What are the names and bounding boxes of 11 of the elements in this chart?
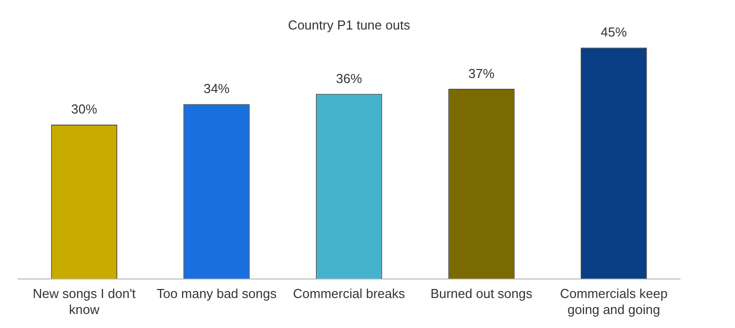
data-label: 30% <box>71 102 98 117</box>
data-label: 34% <box>204 81 230 96</box>
x-tick-label: Commercial breaks <box>293 286 406 302</box>
x-tick-label: Burned out songs <box>430 286 533 302</box>
x-tick-label: Too many bad songs <box>156 286 278 302</box>
data-label: 36% <box>336 70 362 86</box>
data-label: 45% <box>600 24 628 40</box>
x-tick-label: New songs I don't know <box>32 286 136 317</box>
x-tick-label: Commercials keep going and going <box>560 286 668 317</box>
data-label: 37% <box>468 66 495 81</box>
chart-title: Country P1 tune outs <box>288 17 411 32</box>
